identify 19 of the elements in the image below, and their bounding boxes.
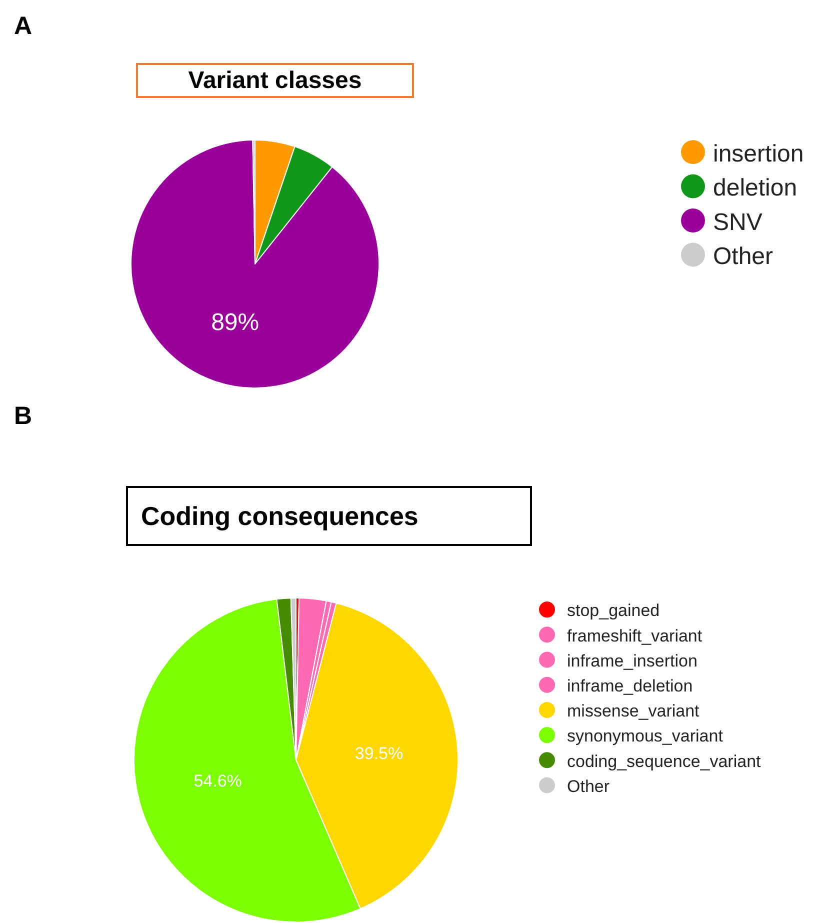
legend-label: synonymous_variant	[567, 726, 724, 746]
legend-label: deletion	[713, 174, 798, 202]
legend-label: stop_gained	[567, 601, 660, 620]
legend-label: inframe_deletion	[567, 676, 693, 696]
chart-title: Coding consequences	[141, 501, 418, 531]
legend-label: Other	[567, 776, 610, 796]
data-label: 89%	[211, 309, 260, 336]
text: B	[14, 402, 32, 430]
data-label: 39.5%	[354, 744, 404, 763]
legend-label: inframe_insertion	[567, 651, 698, 670]
legend-label: coding_sequence_variant	[567, 752, 762, 771]
legend-label: insertion	[713, 140, 804, 168]
legend-label: missense_variant	[567, 702, 700, 721]
legend-label: SNV	[713, 208, 762, 236]
chart-title: Variant classes	[188, 67, 362, 94]
legend-label: frameshift_variant	[567, 626, 702, 646]
legend-label: Other	[713, 243, 774, 270]
text: A	[14, 12, 32, 40]
data-label: 54.6%	[194, 772, 242, 791]
